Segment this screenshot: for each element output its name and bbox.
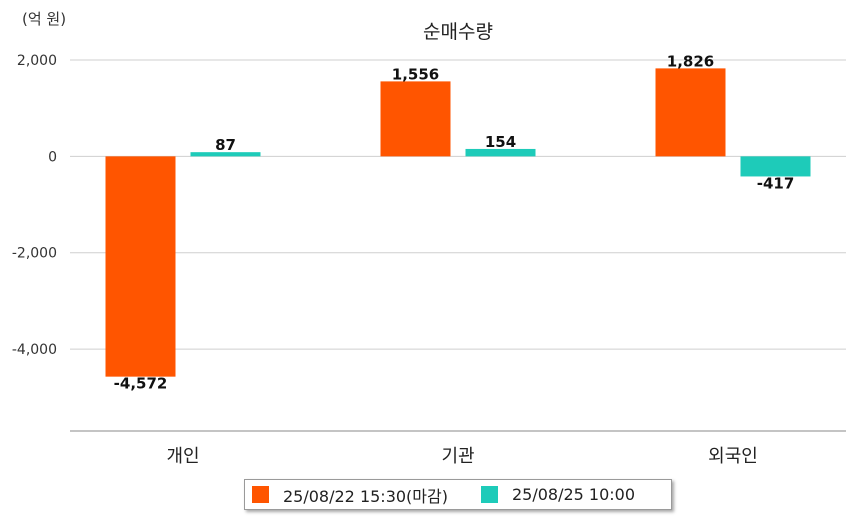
y-axis-ticks: 2,000 0 -2,000 -4,000 — [12, 53, 57, 358]
legend-label-series-1: 25/08/22 15:30(마감) — [283, 486, 448, 506]
bar-series-1-2[interactable] — [380, 81, 451, 157]
y-tick-label: 2,000 — [17, 53, 57, 69]
data-labels: -4,572 1,556 1,826 87 154 -417 — [114, 52, 795, 392]
data-label-series-1-1: -4,572 — [114, 375, 168, 393]
legend-label-series-2: 25/08/25 10:00 — [511, 485, 636, 504]
y-tick-label: 0 — [48, 149, 57, 165]
gridlines — [70, 59, 846, 350]
data-label-series-2-2: 154 — [485, 133, 516, 151]
x-category-label: 기관 — [441, 446, 474, 467]
y-tick-label: -4,000 — [12, 342, 57, 358]
legend-item-series-1[interactable]: 25/08/22 15:30(마감) — [252, 483, 448, 507]
legend-item-series-2[interactable]: 25/08/25 10:00 — [480, 485, 636, 504]
legend-swatch-series-2 — [480, 486, 498, 503]
bar-series-2-3[interactable] — [740, 156, 811, 177]
legend: 25/08/22 15:30(마감) 25/08/25 10:00 — [244, 479, 672, 510]
x-category-label: 개인 — [166, 446, 199, 467]
legend-swatch-series-1 — [252, 486, 269, 503]
data-label-series-1-2: 1,556 — [392, 65, 439, 83]
data-label-series-2-1: 87 — [215, 136, 236, 154]
category-labels: 개인 기관 외국인 — [166, 446, 757, 467]
data-label-series-2-3: -417 — [757, 174, 795, 192]
bar-series-2-2[interactable] — [465, 148, 536, 157]
x-category-label: 외국인 — [708, 446, 758, 467]
bar-series-2-1[interactable] — [190, 152, 261, 157]
bar-series-1-3[interactable] — [655, 68, 726, 157]
data-label-series-1-3: 1,826 — [667, 52, 714, 70]
bar-series-1-1[interactable] — [105, 156, 176, 377]
chart-title: 순매수량 — [423, 21, 493, 43]
y-tick-label: -2,000 — [12, 246, 57, 262]
unit-label: (억 원) — [22, 10, 66, 28]
bars — [105, 68, 811, 377]
